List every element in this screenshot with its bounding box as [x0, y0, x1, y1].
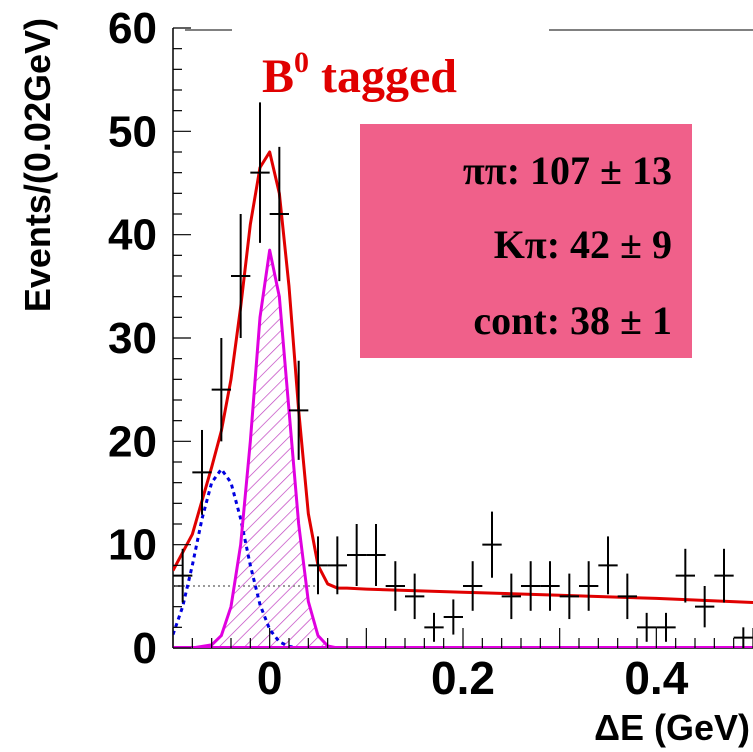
data-point	[231, 214, 251, 338]
chart-title-superscript: 0	[294, 46, 309, 79]
data-point	[714, 548, 734, 603]
x-tick-label: 0	[257, 652, 283, 704]
y-tick-label: 10	[108, 521, 157, 570]
x-tick-label: 0.2	[431, 652, 495, 704]
chart-title-base: B	[262, 50, 294, 103]
data-point	[347, 524, 367, 586]
signal-pipi-curve	[192, 248, 753, 648]
legend-line-kpi: Kπ: 42 ± 9	[494, 222, 672, 267]
data-point	[521, 561, 541, 611]
data-point	[443, 599, 463, 635]
data-point	[656, 612, 676, 642]
y-tick-label: 50	[108, 107, 157, 156]
data-point	[173, 548, 193, 603]
data-point	[540, 561, 560, 611]
y-tick-label: 0	[133, 624, 157, 673]
data-point	[385, 561, 405, 611]
y-tick-label: 40	[108, 211, 157, 260]
legend-line-cont: cont: 38 ± 1	[473, 298, 672, 343]
x-axis-title: ΔE (GeV)	[594, 707, 750, 748]
data-point	[675, 548, 695, 603]
data-point	[579, 561, 599, 611]
data-point	[617, 573, 637, 620]
data-point	[250, 102, 270, 243]
data-point	[695, 586, 715, 628]
data-point	[559, 573, 579, 620]
data-point	[637, 612, 657, 642]
data-point	[405, 573, 425, 620]
y-tick-label: 30	[108, 314, 157, 363]
data-point	[501, 573, 521, 620]
chart-title: B0 tagged	[262, 46, 457, 103]
y-tick-label: 20	[108, 417, 157, 466]
legend-box: ππ: 107 ± 13 Kπ: 42 ± 9 cont: 38 ± 1	[360, 124, 692, 358]
data-point	[327, 536, 347, 595]
data-point	[463, 561, 483, 611]
data-point	[308, 536, 328, 595]
y-axis-title: Events/(0.02GeV)	[17, 18, 58, 312]
data-point	[366, 524, 386, 586]
data-point	[211, 338, 231, 442]
kpi-curve	[173, 467, 318, 648]
data-point	[598, 536, 618, 595]
signal-pipi-hatched-area	[192, 250, 753, 648]
x-tick-label: 0.4	[624, 652, 688, 704]
y-tick-label: 60	[108, 4, 157, 53]
legend-box-background	[360, 124, 692, 358]
legend-line-pipi: ππ: 107 ± 13	[463, 148, 672, 193]
data-point	[192, 429, 212, 515]
data-point	[424, 612, 444, 642]
data-point	[733, 627, 753, 648]
chart-title-rest: tagged	[309, 50, 457, 103]
data-point	[482, 511, 502, 578]
data-point	[269, 146, 289, 282]
data-point	[289, 360, 309, 460]
